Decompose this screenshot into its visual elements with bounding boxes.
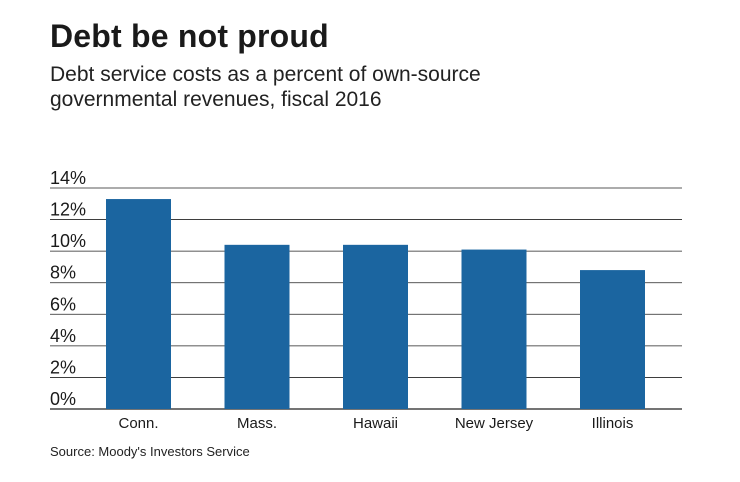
bars (106, 199, 645, 409)
bar (580, 270, 645, 409)
y-tick-label: 0% (50, 389, 76, 409)
y-tick-label: 10% (50, 231, 86, 251)
x-axis-labels: Conn. Mass. Hawaii New Jersey Illinois (118, 415, 633, 432)
chart-subtitle: Debt service costs as a percent of own-s… (50, 63, 481, 111)
chart-title: Debt be not proud (50, 18, 329, 54)
y-axis-ticks: 0% 2% 4% 6% 8% 10% 12% 14% (50, 168, 86, 409)
y-tick-label: 2% (50, 357, 76, 377)
bar (106, 199, 171, 409)
x-tick-label: New Jersey (455, 415, 534, 432)
x-tick-label: Mass. (237, 415, 277, 432)
x-tick-label: Illinois (592, 415, 634, 432)
bar (461, 249, 527, 409)
source-note: Source: Moody's Investors Service (50, 444, 250, 459)
bar (343, 244, 408, 409)
y-tick-label: 12% (50, 200, 86, 220)
x-tick-label: Conn. (118, 415, 158, 432)
y-tick-label: 8% (50, 263, 76, 283)
y-tick-label: 4% (50, 326, 76, 346)
x-tick-label: Hawaii (353, 415, 398, 432)
y-tick-label: 14% (50, 168, 86, 188)
y-tick-label: 6% (50, 294, 76, 314)
bar (224, 244, 290, 409)
